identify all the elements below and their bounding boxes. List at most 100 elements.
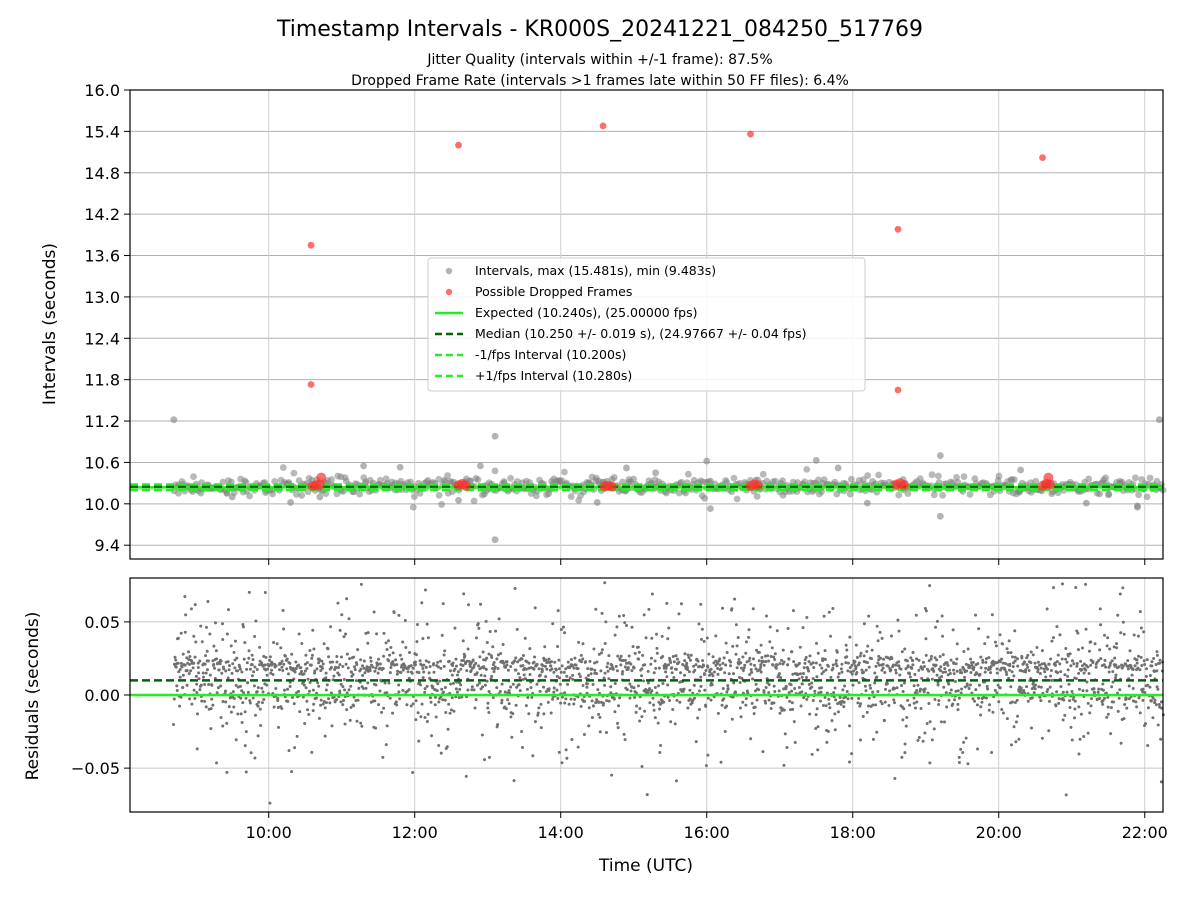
residual-point — [721, 687, 725, 691]
residual-point — [831, 663, 835, 667]
residual-point — [492, 660, 496, 664]
residual-point — [767, 683, 771, 687]
residual-point — [1074, 586, 1078, 590]
residual-point — [976, 662, 980, 666]
legend-box — [427, 257, 866, 392]
residual-point — [388, 653, 392, 657]
residual-point — [793, 686, 797, 690]
residual-point — [420, 702, 424, 706]
interval-point — [316, 493, 324, 501]
interval-point — [593, 499, 601, 506]
residual-point — [818, 663, 822, 667]
residual-point — [436, 660, 440, 664]
residual-point — [1152, 669, 1156, 673]
residual-point — [1149, 699, 1153, 703]
residual-point — [1104, 665, 1108, 669]
residual-point — [675, 698, 679, 702]
residual-point — [263, 663, 267, 667]
residual-point — [211, 703, 215, 707]
residual-point — [893, 686, 897, 690]
residual-point — [738, 706, 742, 710]
residual-point — [226, 676, 230, 680]
residual-point — [739, 666, 743, 670]
residual-point — [685, 665, 689, 669]
interval-point — [1146, 474, 1154, 482]
residual-point — [460, 695, 464, 699]
residual-point — [400, 657, 404, 661]
residual-point — [932, 669, 936, 673]
residual-point — [832, 691, 836, 695]
residual-point — [1059, 670, 1063, 674]
residual-point — [441, 602, 445, 606]
residual-point — [359, 582, 363, 586]
residual-point — [579, 653, 583, 657]
residual-point — [1116, 709, 1120, 713]
residual-point — [1092, 690, 1096, 694]
residual-point — [603, 683, 607, 687]
residual-point — [831, 606, 835, 610]
residual-point — [1124, 662, 1128, 666]
residual-point — [453, 626, 457, 630]
residual-point — [183, 663, 187, 667]
residual-point — [524, 667, 528, 671]
residual-point — [815, 675, 819, 679]
residual-point — [589, 672, 593, 676]
residual-point — [744, 697, 748, 701]
residual-point — [485, 640, 489, 644]
residual-point — [863, 684, 867, 688]
residual-point — [992, 663, 996, 667]
residual-point — [1019, 686, 1023, 690]
residual-point — [699, 602, 703, 606]
interval-point — [733, 495, 741, 503]
residual-point — [822, 614, 826, 618]
residual-point — [660, 634, 664, 638]
residual-point — [288, 661, 292, 665]
residual-point — [774, 666, 778, 670]
residual-point — [1077, 752, 1081, 756]
residual-point — [582, 732, 586, 736]
residual-point — [987, 708, 991, 712]
residual-point — [921, 739, 925, 743]
residual-point — [901, 690, 905, 694]
residual-point — [185, 668, 189, 672]
residual-point — [539, 702, 543, 706]
residual-point — [377, 703, 381, 707]
residual-point — [1098, 648, 1102, 652]
residual-point — [791, 672, 795, 676]
residual-point — [395, 663, 399, 667]
residual-point — [1058, 662, 1062, 666]
residual-point — [844, 643, 848, 647]
residual-point — [743, 663, 747, 667]
residual-point — [246, 690, 250, 694]
interval-point — [703, 457, 711, 465]
residual-point — [669, 661, 673, 665]
residual-point — [1097, 687, 1101, 691]
residual-point — [297, 663, 301, 667]
residual-point — [1109, 706, 1113, 710]
residual-point — [387, 659, 391, 663]
residual-point — [360, 724, 364, 728]
interval-point — [491, 432, 499, 440]
residual-point — [1106, 636, 1110, 640]
residual-point — [563, 701, 567, 705]
residual-point — [924, 609, 928, 613]
residual-point — [939, 669, 943, 673]
residual-point — [536, 711, 540, 715]
residual-point — [882, 657, 886, 661]
residual-point — [215, 761, 219, 765]
residual-point — [176, 661, 180, 665]
residual-point — [833, 712, 837, 716]
residual-point — [172, 697, 176, 701]
residual-point — [1106, 705, 1110, 709]
dropped-frames-scatter — [307, 122, 1055, 492]
residual-point — [300, 669, 304, 673]
residual-point — [418, 681, 422, 685]
residual-point — [1045, 607, 1049, 611]
residual-point — [384, 743, 388, 747]
residual-point — [1072, 695, 1076, 699]
legend-label-intervals: Intervals, max (15.481s), min (9.483s) — [475, 263, 716, 278]
residual-point — [1133, 664, 1137, 668]
residual-point — [1025, 685, 1029, 689]
residual-point — [474, 661, 478, 665]
residual-point — [528, 672, 532, 676]
